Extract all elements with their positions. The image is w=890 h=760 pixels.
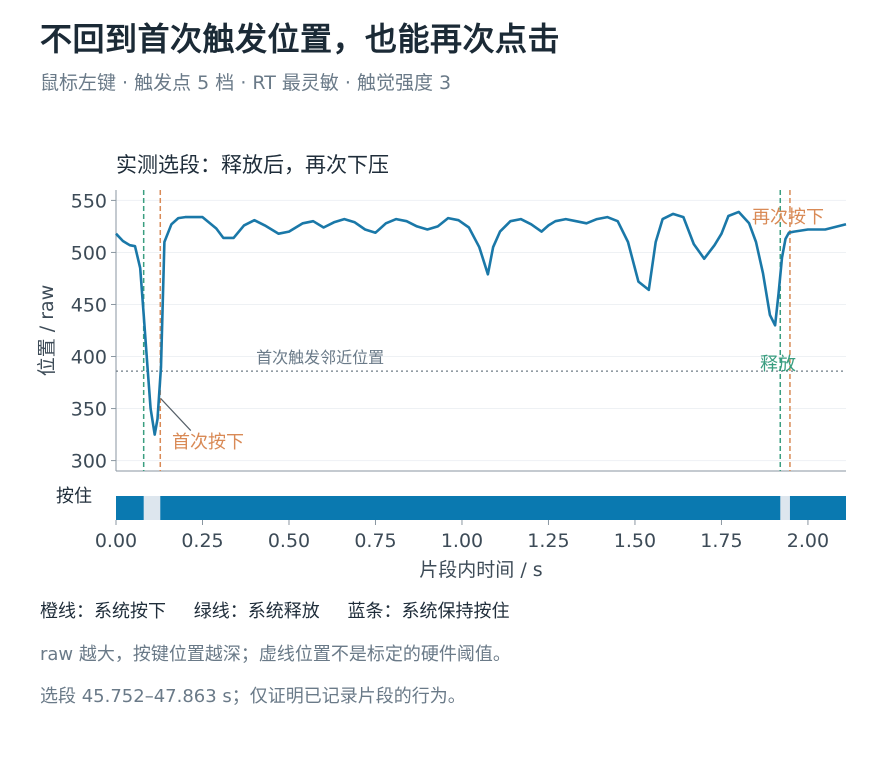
y-tick-label-2: 400 [71,347,107,369]
x-tick-label-3: 0.75 [354,530,396,552]
chart: 实测选段：释放后，再次下压 300 350 400 450 500 550 位置 / raw 首… [36,153,847,581]
x-tick-label-6: 1.50 [614,530,656,552]
y-axis-label: 位置 / raw [36,285,58,376]
x-tick-label-5: 1.25 [527,530,569,552]
hold-bar-label: 按住 [56,486,92,507]
y-tick-label-3: 450 [71,294,107,316]
legend-release: 绿线：系统释放 [193,601,320,622]
x-tick-label-1: 0.25 [181,530,223,552]
position-series-line [115,210,847,436]
y-tick-label-1: 350 [71,399,107,421]
page-title: 不回到首次触发位置，也能再次点击 [40,20,561,58]
annotation-second-press: 再次按下 [752,207,824,228]
x-tick-label-7: 1.75 [700,530,742,552]
annotation-pointer [160,398,192,431]
legend-press: 橙线：系统按下 [40,601,166,622]
legend-hold: 蓝条：系统保持按住 [347,601,510,622]
x-tick-label-2: 0.50 [268,530,310,552]
x-tick-label-0: 0.00 [95,530,137,552]
chart-title: 实测选段：释放后，再次下压 [116,153,389,177]
x-axis-label: 片段内时间 / s [419,559,542,581]
page-subtitle: 鼠标左键 · 触发点 5 档 · RT 最灵敏 · 触觉强度 3 [40,72,452,94]
note-raw: raw 越大，按键位置越深；虚线位置不是标定的硬件阈值。 [40,644,511,665]
hold-segment-1 [160,496,781,520]
annotation-first-press: 首次按下 [172,432,244,453]
y-tick-label-5: 550 [71,190,107,212]
y-tick-label-4: 500 [71,242,107,264]
x-tick-label-4: 1.00 [441,530,483,552]
x-tick-label-8: 2.00 [787,530,829,552]
annotation-release: 释放 [760,354,796,375]
hold-segment-0 [116,496,144,520]
reference-label: 首次触发邻近位置 [256,348,384,367]
note-range: 选段 45.752–47.863 s；仅证明已记录片段的行为。 [40,686,466,707]
y-tick-label-0: 300 [71,451,107,473]
legend: 橙线：系统按下 绿线：系统释放 蓝条：系统保持按住 [40,597,531,623]
hold-segment-2 [789,496,846,520]
